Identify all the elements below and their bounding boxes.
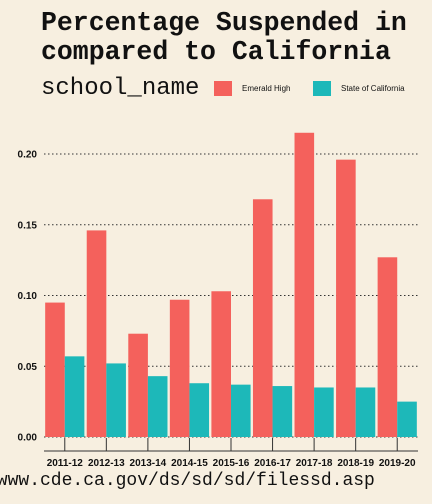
bar-emerald-high <box>377 257 398 437</box>
bar-state-of-california <box>397 401 417 437</box>
bar-emerald-high <box>211 291 231 437</box>
y-tick-label: 0.00 <box>18 433 38 444</box>
bar-state-of-california <box>147 376 168 437</box>
x-tick-label: 2018-19 <box>337 458 374 469</box>
y-tick-label: 0.20 <box>18 150 38 161</box>
bar-emerald-high <box>128 333 148 437</box>
chart-title-line-2: compared to California <box>41 37 391 67</box>
legend-title: school_name <box>41 75 200 102</box>
bar-emerald-high <box>169 299 190 437</box>
y-tick-label: 0.15 <box>18 220 38 231</box>
bar-state-of-california <box>314 387 334 437</box>
bar-state-of-california <box>272 386 293 437</box>
legend-key-state-of-california <box>313 81 331 96</box>
y-tick-label: 0.10 <box>18 291 38 302</box>
x-tick-label: 2017-18 <box>296 458 333 469</box>
x-tick-label: 2019-20 <box>379 458 416 469</box>
bar-emerald-high <box>45 302 65 437</box>
x-tick-label: 2016-17 <box>254 458 291 469</box>
chart-title-line-1: Percentage Suspended in <box>41 8 407 38</box>
bar-state-of-california <box>64 356 85 437</box>
x-tick-label: 2011-12 <box>47 458 84 469</box>
x-tick-label: 2012-13 <box>88 458 125 469</box>
bar-emerald-high <box>294 132 315 437</box>
x-tick-label: 2015-16 <box>213 458 250 469</box>
legend-label-emerald-high: Emerald High <box>242 84 291 93</box>
x-tick-label: 2014-15 <box>171 458 208 469</box>
y-tick-label: 0.05 <box>18 362 38 373</box>
bar-emerald-high <box>336 159 356 437</box>
legend-key-emerald-high <box>214 81 232 96</box>
bar-emerald-high <box>252 199 273 437</box>
bar-state-of-california <box>355 387 376 437</box>
bar-emerald-high <box>86 230 107 437</box>
bar-chart: 0.00 0.05 0.10 0.15 0.20 2011-12 2012-13 2013-1… <box>18 132 418 469</box>
bar-state-of-california <box>189 383 210 437</box>
bar-state-of-california <box>106 363 126 437</box>
legend-label-state-of-california: State of California <box>341 84 405 93</box>
source-caption: /www.cde.ca.gov/ds/sd/sd/filessd.asp <box>0 471 375 491</box>
x-tick-label: 2013-14 <box>130 458 167 469</box>
bar-state-of-california <box>231 384 251 437</box>
